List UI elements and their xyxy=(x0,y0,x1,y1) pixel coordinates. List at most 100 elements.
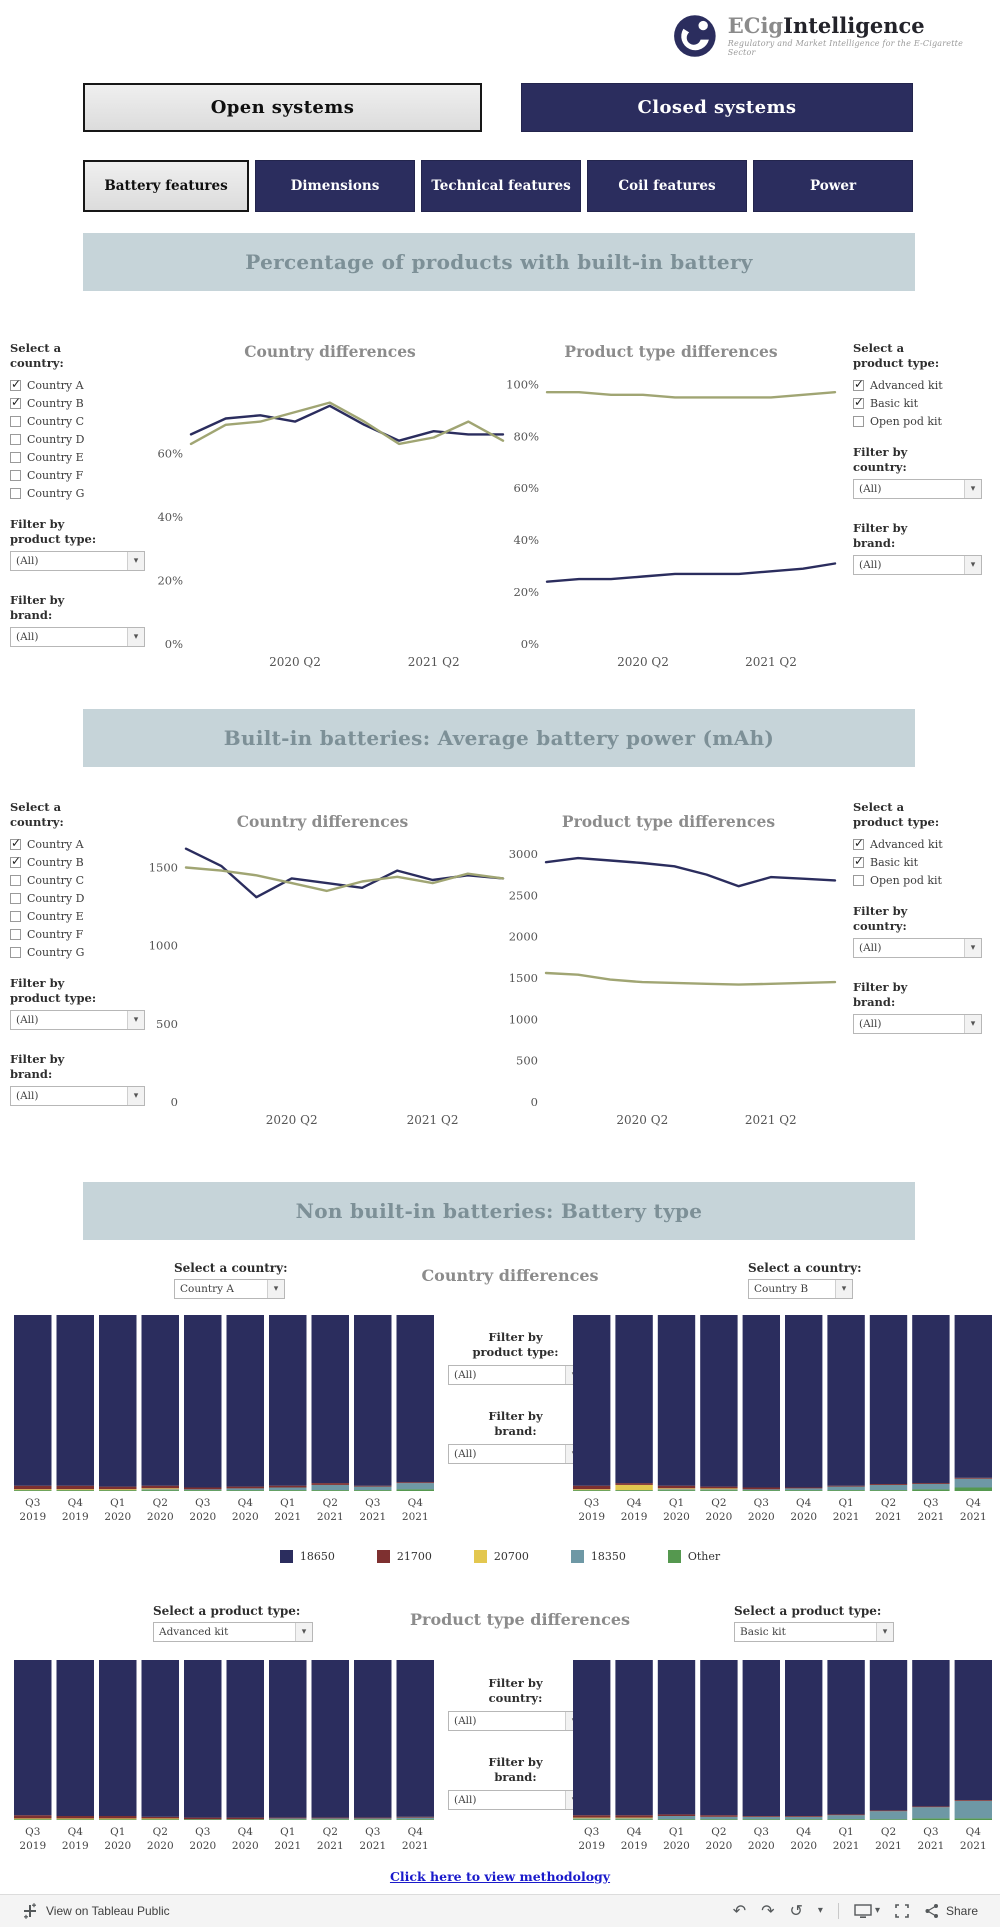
bar-segment-21700[interactable] xyxy=(354,1485,392,1487)
bar-segment-20700[interactable] xyxy=(615,1817,653,1819)
checkbox-advanced-kit[interactable] xyxy=(853,377,864,392)
bar-segment-other[interactable] xyxy=(56,1490,95,1491)
bar-segment-18350[interactable] xyxy=(396,1817,435,1820)
bar-segment-18350[interactable] xyxy=(827,1815,865,1820)
bar-segment-18650[interactable] xyxy=(14,1315,52,1486)
chevron-down-icon[interactable]: ▾ xyxy=(127,1086,144,1105)
bar-segment-18350[interactable] xyxy=(354,1486,392,1491)
bar-segment-18650[interactable] xyxy=(396,1660,435,1817)
bar-segment-21700[interactable] xyxy=(615,1815,653,1818)
checkbox-country-a[interactable] xyxy=(10,377,21,392)
bar-segment-18350[interactable] xyxy=(700,1816,738,1820)
s3r1-filter-brand-dropdown[interactable]: (All) ▾ xyxy=(448,1443,583,1464)
bar-segment-other[interactable] xyxy=(657,1819,696,1820)
s3r2-product-type-left-dropdown[interactable]: Advanced kit ▾ xyxy=(153,1622,313,1642)
bar-segment-18350[interactable] xyxy=(954,1800,992,1819)
bar-segment-20700[interactable] xyxy=(14,1818,52,1820)
bar-segment-other[interactable] xyxy=(99,1819,137,1820)
bar-segment-18650[interactable] xyxy=(869,1315,908,1484)
bar-segment-18650[interactable] xyxy=(354,1660,392,1818)
checkbox-row-country-a[interactable]: Country A xyxy=(10,836,160,854)
bar-segment-other[interactable] xyxy=(184,1819,222,1820)
bar-segment-21700[interactable] xyxy=(742,1487,780,1490)
bar-segment-other[interactable] xyxy=(141,1490,180,1491)
s3r1-filter-product-type-dropdown[interactable]: (All) ▾ xyxy=(448,1364,583,1385)
s1-filter-country-dropdown[interactable]: (All) ▾ xyxy=(853,478,982,499)
bar-segment-21700[interactable] xyxy=(311,1817,350,1819)
bar-segment-18650[interactable] xyxy=(615,1315,653,1484)
bar-segment-other[interactable] xyxy=(396,1489,435,1491)
bar-segment-21700[interactable] xyxy=(14,1815,52,1819)
bar-segment-21700[interactable] xyxy=(56,1485,95,1490)
bar-segment-18650[interactable] xyxy=(56,1315,95,1486)
bar-segment-20700[interactable] xyxy=(615,1484,653,1491)
bar-segment-other[interactable] xyxy=(573,1490,611,1491)
checkbox-country-b[interactable] xyxy=(10,395,21,410)
checkbox-row-country-e[interactable]: Country E xyxy=(10,908,160,926)
bar-segment-18350[interactable] xyxy=(700,1489,738,1491)
bar-segment-18650[interactable] xyxy=(954,1660,992,1800)
bar-segment-18350[interactable] xyxy=(912,1807,950,1819)
checkbox-country-e[interactable] xyxy=(10,452,21,464)
checkbox-advanced-kit[interactable] xyxy=(853,836,864,851)
redo-icon[interactable]: ↷ xyxy=(761,1901,775,1920)
bar-segment-other[interactable] xyxy=(269,1490,307,1491)
bar-segment-20700[interactable] xyxy=(700,1488,738,1490)
bar-segment-18650[interactable] xyxy=(912,1315,950,1484)
bar-segment-18650[interactable] xyxy=(869,1660,908,1811)
bar-segment-21700[interactable] xyxy=(14,1485,52,1490)
bar-segment-21700[interactable] xyxy=(573,1815,611,1818)
bar-segment-other[interactable] xyxy=(912,1489,950,1491)
checkbox-row-basic-kit[interactable]: Basic kit xyxy=(853,854,993,872)
bar-segment-18650[interactable] xyxy=(184,1315,222,1488)
series-line-country-b[interactable] xyxy=(189,401,505,446)
s3r2-product-type-right-dropdown[interactable]: Basic kit ▾ xyxy=(734,1622,894,1642)
more-caret-icon[interactable]: ▾ xyxy=(817,1905,823,1916)
bar-segment-18350[interactable] xyxy=(184,1489,222,1491)
reset-icon[interactable]: ↺ xyxy=(789,1901,803,1920)
bar-segment-other[interactable] xyxy=(700,1819,738,1820)
s1-filter-brand-dropdown[interactable]: (All) ▾ xyxy=(10,626,145,647)
checkbox-country-f[interactable] xyxy=(10,929,21,941)
checkbox-row-country-c[interactable]: Country C xyxy=(10,872,160,890)
checkbox-row-country-b[interactable]: Country B xyxy=(10,854,160,872)
bar-segment-18350[interactable] xyxy=(742,1489,780,1491)
bar-segment-18650[interactable] xyxy=(573,1660,611,1816)
bar-segment-other[interactable] xyxy=(354,1490,392,1491)
checkbox-row-country-f[interactable]: Country F xyxy=(10,467,160,485)
bar-segment-18350[interactable] xyxy=(396,1483,435,1490)
checkbox-row-advanced-kit[interactable]: Advanced kit xyxy=(853,377,993,395)
checkbox-row-country-e[interactable]: Country E xyxy=(10,449,160,467)
bar-segment-18650[interactable] xyxy=(785,1315,823,1488)
chevron-down-icon[interactable]: ▾ xyxy=(964,479,981,498)
s2-filter-country-dropdown[interactable]: (All) ▾ xyxy=(853,937,982,958)
bar-segment-18650[interactable] xyxy=(354,1315,392,1486)
bar-segment-18650[interactable] xyxy=(615,1660,653,1816)
device-layout-button[interactable]: ▾ xyxy=(854,1903,880,1919)
bar-segment-18350[interactable] xyxy=(827,1486,865,1491)
s2-filter-product-type-dropdown[interactable]: (All) ▾ xyxy=(10,1009,145,1030)
undo-icon[interactable]: ↶ xyxy=(732,1901,747,1920)
bar-segment-other[interactable] xyxy=(954,1818,992,1820)
bar-segment-20700[interactable] xyxy=(56,1489,95,1491)
bar-segment-18650[interactable] xyxy=(226,1315,265,1487)
bar-segment-other[interactable] xyxy=(226,1490,265,1491)
bar-segment-21700[interactable] xyxy=(99,1816,137,1819)
bar-segment-20700[interactable] xyxy=(573,1489,611,1491)
bar-segment-21700[interactable] xyxy=(869,1810,908,1812)
checkbox-row-basic-kit[interactable]: Basic kit xyxy=(853,395,993,413)
bar-segment-other[interactable] xyxy=(785,1490,823,1491)
checkbox-row-open-pod-kit[interactable]: Open pod kit xyxy=(853,413,993,431)
bar-segment-18650[interactable] xyxy=(700,1660,738,1816)
bar-segment-21700[interactable] xyxy=(827,1814,865,1816)
tab-battery-features[interactable]: Battery features xyxy=(83,160,249,212)
bar-segment-18650[interactable] xyxy=(657,1660,696,1815)
checkbox-row-open-pod-kit[interactable]: Open pod kit xyxy=(853,872,993,890)
bar-segment-other[interactable] xyxy=(827,1819,865,1820)
methodology-link[interactable]: Click here to view methodology xyxy=(389,1869,611,1884)
bar-segment-21700[interactable] xyxy=(912,1483,950,1484)
chevron-down-icon[interactable]: ▾ xyxy=(267,1280,284,1298)
bar-segment-21700[interactable] xyxy=(226,1817,265,1820)
bar-segment-18650[interactable] xyxy=(269,1315,307,1486)
bar-segment-other[interactable] xyxy=(269,1819,307,1820)
